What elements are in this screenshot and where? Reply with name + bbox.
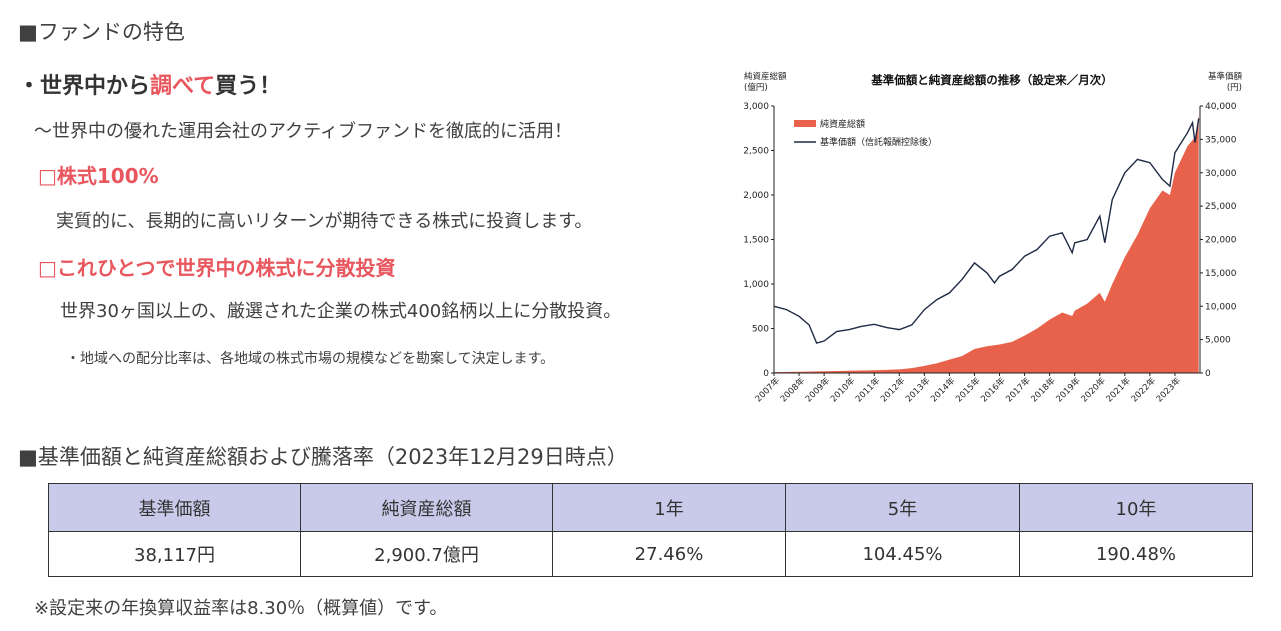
value-net-assets: 2,900.7億円 xyxy=(300,531,553,577)
xtick-label: 2018年 xyxy=(1029,375,1058,404)
ytick-left-label: 1,500 xyxy=(743,236,769,246)
line-series xyxy=(773,118,1200,344)
xtick-label: 2020年 xyxy=(1079,375,1108,404)
ytick-right-label: 25,000 xyxy=(1205,202,1237,212)
header-net-assets: 純資産総額 xyxy=(300,483,553,532)
ytick-left-label: 2,000 xyxy=(743,191,769,201)
headline-pre: ・世界中から xyxy=(18,74,151,99)
xtick-label: 2017年 xyxy=(1004,375,1033,404)
value-10y: 190.48% xyxy=(1019,531,1253,577)
ylabel-left: 純資産総額(億円) xyxy=(744,71,787,93)
ytick-right-label: 20,000 xyxy=(1205,236,1237,246)
table-header-row: 基準価額 純資産総額 1年 5年 10年 xyxy=(48,483,1253,532)
header-nav: 基準価額 xyxy=(48,483,301,532)
legend-swatch-area xyxy=(794,120,816,127)
xtick-label: 2011年 xyxy=(853,375,882,404)
ytick-left-label: 2,500 xyxy=(743,147,769,157)
xtick-label: 2015年 xyxy=(954,375,983,404)
ytick-right-label: 15,000 xyxy=(1205,269,1237,279)
ytick-right-label: 40,000 xyxy=(1205,102,1237,112)
ylabel-right-line: 基準価額 xyxy=(1208,71,1243,82)
ytick-right-label: 35,000 xyxy=(1205,135,1237,145)
ytick-left-label: 3,000 xyxy=(743,102,769,112)
xtick-label: 2021年 xyxy=(1104,375,1133,404)
area-net-assets xyxy=(774,114,1199,374)
ytick-right-label: 30,000 xyxy=(1205,169,1237,179)
headline-post: 買う！ xyxy=(215,74,282,99)
ylabel-left-line: (億円) xyxy=(744,82,768,93)
area-series xyxy=(774,114,1199,374)
chart-svg: 基準価額と純資産総額の推移（設定来／月次） 純資産総額(億円) 基準価額(円) … xyxy=(743,71,1243,404)
ytick-left-label: 1,000 xyxy=(743,280,769,290)
line-nav xyxy=(773,118,1200,344)
xticks: 2007年2008年2009年2010年2011年2012年2013年2014年… xyxy=(753,373,1183,404)
feature2-title: □これひとつで世界中の株式に分散投資 xyxy=(38,256,396,280)
table-row: 38,117円 2,900.7億円 27.46% 104.45% 190.48% xyxy=(48,531,1253,577)
xtick-label: 2016年 xyxy=(979,375,1008,404)
xtick-label: 2023年 xyxy=(1154,375,1183,404)
performance-table: 基準価額 純資産総額 1年 5年 10年 38,117円 2,900.7億円 2… xyxy=(48,483,1253,577)
value-5y: 104.45% xyxy=(785,531,1020,577)
xtick-label: 2014年 xyxy=(928,375,957,404)
header-10y: 10年 xyxy=(1019,483,1253,532)
ylabel-left-line: 純資産総額 xyxy=(744,71,787,82)
xtick-label: 2010年 xyxy=(828,375,857,404)
footnote: ※設定来の年換算収益率は8.30％（概算値）です。 xyxy=(34,598,448,619)
xtick-label: 2008年 xyxy=(778,375,807,404)
headline: ・世界中から調べて買う！ xyxy=(18,68,281,100)
xtick-label: 2019年 xyxy=(1054,375,1083,404)
ytick-left-label: 0 xyxy=(763,369,769,379)
ytick-left-label: 500 xyxy=(752,325,769,335)
subline: 〜世界中の優れた運用会社のアクティブファンドを徹底的に活用！ xyxy=(34,121,573,142)
xtick-label: 2022年 xyxy=(1129,375,1158,404)
chart-title: 基準価額と純資産総額の推移（設定来／月次） xyxy=(870,73,1113,87)
feature1-body: 実質的に、長期的に高いリターンが期待できる株式に投資します。 xyxy=(56,211,593,232)
feature2-body: 世界30ヶ国以上の、厳選された企業の株式400銘柄以上に分散投資。 xyxy=(60,301,622,322)
yticks-right: 0 5,000 10,000 15,000 20,000 25,000 30,000 35,0… xyxy=(1200,102,1237,379)
ytick-right-label: 10,000 xyxy=(1205,302,1237,312)
legend-label-line: 基準価額（信託報酬控除後） xyxy=(820,136,937,148)
header-1y: 1年 xyxy=(552,483,786,532)
xtick-label: 2009年 xyxy=(803,375,832,404)
yticks-left: 0 500 1,000 1,500 2,000 2,500 3,000 xyxy=(743,102,774,379)
section-title-table: ■基準価額と純資産総額および騰落率（2023年12月29日時点） xyxy=(18,445,628,469)
nav-chart: 基準価額と純資産総額の推移（設定来／月次） 純資産総額 (億円) 基準価額 (円) … xyxy=(738,68,1246,410)
xtick-label: 2012年 xyxy=(878,375,907,404)
ytick-right-label: 5,000 xyxy=(1205,336,1231,346)
xtick-label: 2013年 xyxy=(903,375,932,404)
value-1y: 27.46% xyxy=(552,531,786,577)
section-title-features: ■ファンドの特色 xyxy=(18,20,185,44)
feature1-title: □株式100% xyxy=(38,164,159,188)
headline-highlight: 調べて xyxy=(150,74,216,99)
ylabel-right: 基準価額(円) xyxy=(1208,71,1243,93)
xtick-label: 2007年 xyxy=(753,375,782,404)
value-nav: 38,117円 xyxy=(48,531,301,577)
ylabel-right-line: (円) xyxy=(1227,83,1242,93)
ytick-right-label: 0 xyxy=(1205,369,1211,379)
header-5y: 5年 xyxy=(785,483,1020,532)
legend-label-area: 純資産総額 xyxy=(820,118,865,130)
feature2-note: ・地域への配分比率は、各地域の株式市場の規模などを勘案して決定します。 xyxy=(66,351,555,367)
